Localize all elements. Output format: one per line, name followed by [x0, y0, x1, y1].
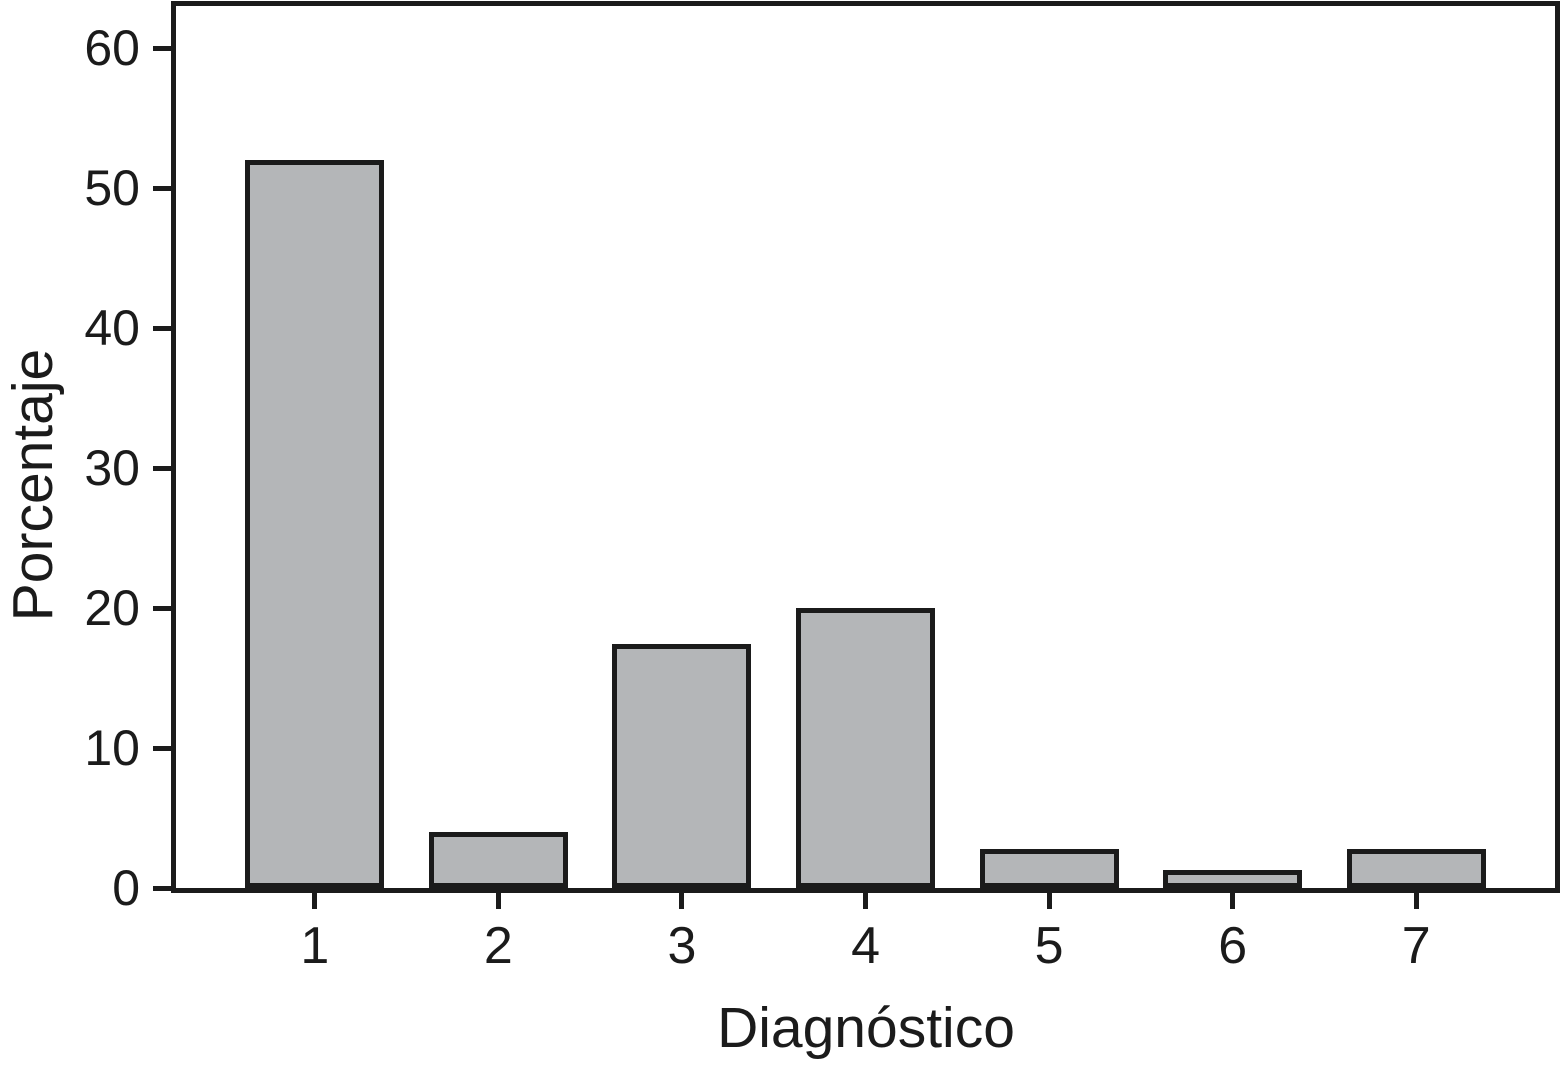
x-tick-mark-5: [1046, 893, 1052, 909]
y-tick-label-30: 30: [84, 440, 140, 496]
x-tick-label-slot-6: 6: [1141, 916, 1325, 976]
x-tick-label-slot-4: 4: [774, 916, 958, 976]
x-tick-mark-2: [495, 893, 501, 909]
x-tick-slot-6: [1141, 893, 1325, 909]
bar-slot-6: [1141, 6, 1325, 888]
x-axis-tick-marks: [176, 893, 1555, 909]
x-tick-slot-2: [407, 893, 591, 909]
x-tick-label-slot-7: 7: [1324, 916, 1508, 976]
bar-3: [612, 644, 752, 888]
x-tick-label-2: 2: [483, 917, 513, 975]
bar-slot-7: [1324, 6, 1508, 888]
y-tick-mark-0: [153, 885, 171, 891]
x-tick-label-3: 3: [667, 917, 697, 975]
x-tick-slot-5: [957, 893, 1141, 909]
x-tick-slot-3: [590, 893, 774, 909]
bar-slot-5: [957, 6, 1141, 888]
y-tick-mark-50: [153, 185, 171, 191]
bar-slot-4: [774, 6, 958, 888]
x-tick-mark-3: [679, 893, 685, 909]
y-tick-label-40: 40: [84, 300, 140, 357]
x-tick-label-5: 5: [1034, 917, 1064, 975]
x-tick-label-1: 1: [300, 917, 330, 975]
x-axis-title: Diagnóstico: [717, 996, 1015, 1060]
x-tick-mark-1: [312, 893, 318, 909]
y-axis-tick-marks: [153, 6, 171, 891]
x-tick-label-4: 4: [851, 917, 880, 975]
y-tick-mark-60: [153, 45, 171, 51]
x-tick-label-6: 6: [1218, 917, 1248, 975]
x-tick-slot-7: [1324, 893, 1508, 909]
y-tick-label-60: 60: [84, 20, 140, 76]
bar-6: [1163, 869, 1303, 888]
bar-slot-2: [407, 6, 591, 888]
y-tick-mark-30: [153, 465, 171, 471]
y-tick-label-0: 0: [112, 860, 140, 916]
x-tick-label-7: 7: [1401, 917, 1431, 975]
y-tick-mark-20: [153, 605, 171, 611]
x-tick-slot-4: [774, 893, 958, 909]
y-axis-tick-labels: 0 10 20 30 40 50 60: [0, 6, 140, 913]
x-tick-mark-6: [1230, 893, 1236, 909]
x-tick-label-slot-1: 1: [223, 916, 407, 976]
x-tick-slot-1: [223, 893, 407, 909]
x-tick-label-slot-3: 3: [590, 916, 774, 976]
y-tick-mark-10: [153, 745, 171, 751]
bar-slot-3: [590, 6, 774, 888]
bar-4: [796, 608, 936, 888]
bar-2: [428, 832, 568, 888]
plot-area: [171, 1, 1560, 893]
y-tick-mark-40: [153, 325, 171, 331]
bar-1: [245, 160, 385, 888]
x-tick-label-slot-5: 5: [957, 916, 1141, 976]
bar-5: [979, 848, 1119, 888]
x-axis-tick-labels: 1 2 3 4 5 6 7: [176, 916, 1555, 976]
y-tick-label-20: 20: [84, 580, 140, 637]
x-tick-label-slot-2: 2: [407, 916, 591, 976]
x-tick-mark-7: [1413, 893, 1419, 909]
y-tick-label-10: 10: [84, 720, 140, 777]
x-tick-mark-4: [863, 893, 869, 909]
bar-7: [1346, 848, 1486, 888]
bars-container: [176, 6, 1555, 888]
bar-slot-1: [223, 6, 407, 888]
y-tick-label-50: 50: [84, 160, 140, 216]
